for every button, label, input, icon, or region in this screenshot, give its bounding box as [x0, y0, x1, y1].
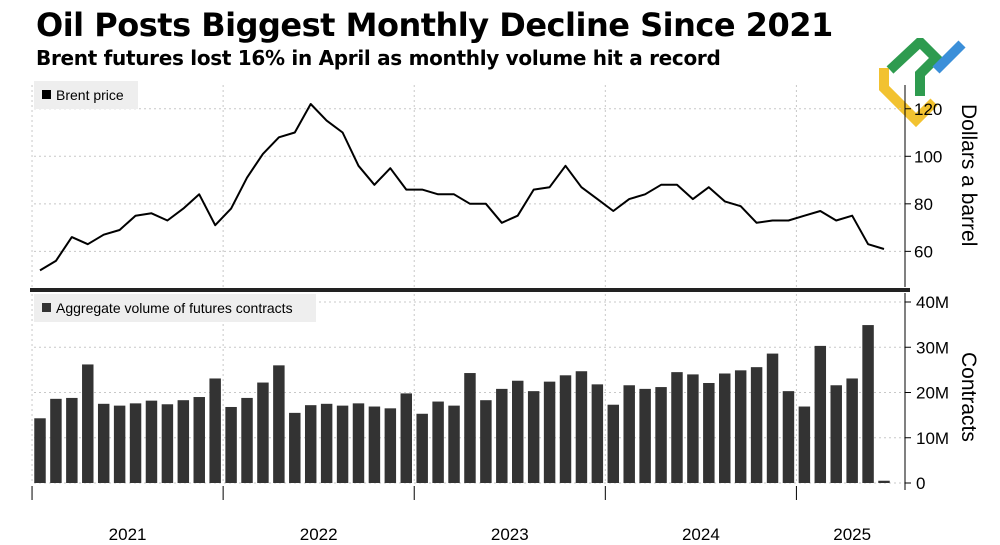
- chart-subtitle: Brent futures lost 16% in April as month…: [36, 46, 721, 70]
- volume-bars: [34, 325, 890, 483]
- volume-bar: [241, 397, 253, 483]
- volume-bar: [496, 388, 508, 483]
- volume-bar: [750, 367, 763, 483]
- volume-bar: [320, 403, 333, 483]
- volume-bar: [432, 401, 444, 483]
- volume-bar: [336, 405, 349, 483]
- volume-bar: [814, 345, 827, 483]
- volume-bar: [400, 393, 412, 483]
- volume-bar: [113, 405, 126, 483]
- volume-bar: [273, 365, 285, 483]
- volume-bar: [225, 406, 237, 483]
- volume-bar: [862, 325, 874, 483]
- volume-bar: [878, 480, 890, 483]
- brand-logo-icon: [879, 38, 966, 128]
- price-gridlines: [31, 85, 905, 287]
- volume-bar: [575, 371, 588, 483]
- volume-bar: [846, 378, 858, 483]
- x-tick-label: 2022: [300, 525, 338, 544]
- volume-bar: [559, 375, 572, 483]
- volume-bar: [687, 374, 699, 483]
- volume-y-ticks: 0 10M 20M 30M 40M: [905, 293, 949, 493]
- volume-bar: [703, 382, 715, 483]
- price-y-axis-label: Dollars a barrel: [957, 104, 980, 246]
- price-tick-label: 100: [914, 147, 942, 166]
- price-legend-label: Brent price: [56, 87, 124, 103]
- volume-tick-label: 0: [916, 474, 925, 493]
- volume-legend: Aggregate volume of futures contracts: [34, 294, 316, 322]
- volume-bar: [257, 382, 269, 483]
- volume-bar: [145, 400, 158, 483]
- volume-bar: [719, 373, 731, 483]
- volume-bar: [464, 373, 476, 483]
- volume-bar: [798, 406, 811, 483]
- volume-bar: [782, 391, 795, 483]
- volume-bar: [209, 378, 221, 483]
- volume-bar: [639, 388, 651, 483]
- volume-bar: [177, 400, 190, 483]
- volume-tick-label: 20M: [916, 384, 949, 403]
- volume-bar: [830, 385, 842, 483]
- price-tick-label: 120: [914, 100, 942, 119]
- volume-bar: [416, 413, 428, 483]
- x-tick-label: 2021: [109, 525, 147, 544]
- volume-bar: [82, 364, 94, 483]
- volume-bar: [352, 403, 365, 483]
- volume-bar: [734, 370, 747, 483]
- volume-tick-label: 30M: [916, 338, 949, 357]
- volume-bar: [97, 403, 110, 483]
- chart-title: Oil Posts Biggest Monthly Decline Since …: [36, 6, 833, 44]
- price-legend-swatch: [42, 90, 51, 99]
- volume-bar: [671, 372, 683, 483]
- price-y-ticks: 60 80 100 120: [905, 100, 942, 261]
- volume-bar: [34, 418, 46, 483]
- x-tick-label: 2025: [833, 525, 871, 544]
- volume-bar: [448, 405, 460, 483]
- volume-bar: [591, 384, 604, 483]
- volume-bar: [607, 404, 620, 483]
- volume-bar: [480, 400, 492, 483]
- brent-price-line: [39, 103, 885, 272]
- volume-tick-label: 10M: [916, 429, 949, 448]
- price-tick-label: 60: [914, 242, 933, 261]
- x-tick-label: 2023: [491, 525, 529, 544]
- volume-legend-label: Aggregate volume of futures contracts: [56, 300, 293, 316]
- volume-bar: [623, 385, 635, 483]
- x-tick-label: 2024: [682, 525, 720, 544]
- volume-bar: [368, 406, 381, 483]
- volume-bar: [512, 380, 524, 483]
- price-legend: Brent price: [34, 81, 138, 109]
- volume-bar: [766, 353, 779, 483]
- volume-tick-label: 40M: [916, 293, 949, 312]
- volume-bar: [304, 405, 317, 483]
- volume-bar: [193, 397, 205, 483]
- volume-bar: [66, 397, 78, 483]
- volume-bar: [527, 391, 540, 483]
- volume-bar: [50, 398, 62, 483]
- volume-bar: [289, 412, 301, 483]
- volume-bar: [129, 403, 142, 483]
- volume-bar: [655, 387, 667, 483]
- volume-bar: [161, 404, 174, 483]
- price-tick-label: 80: [914, 195, 933, 214]
- volume-bar: [384, 408, 397, 483]
- volume-bar: [543, 381, 556, 483]
- volume-y-axis-label: Contracts: [957, 352, 980, 442]
- volume-legend-swatch: [42, 303, 51, 312]
- x-axis-ticks: 2021 2022 2023 2024 2025: [31, 486, 871, 544]
